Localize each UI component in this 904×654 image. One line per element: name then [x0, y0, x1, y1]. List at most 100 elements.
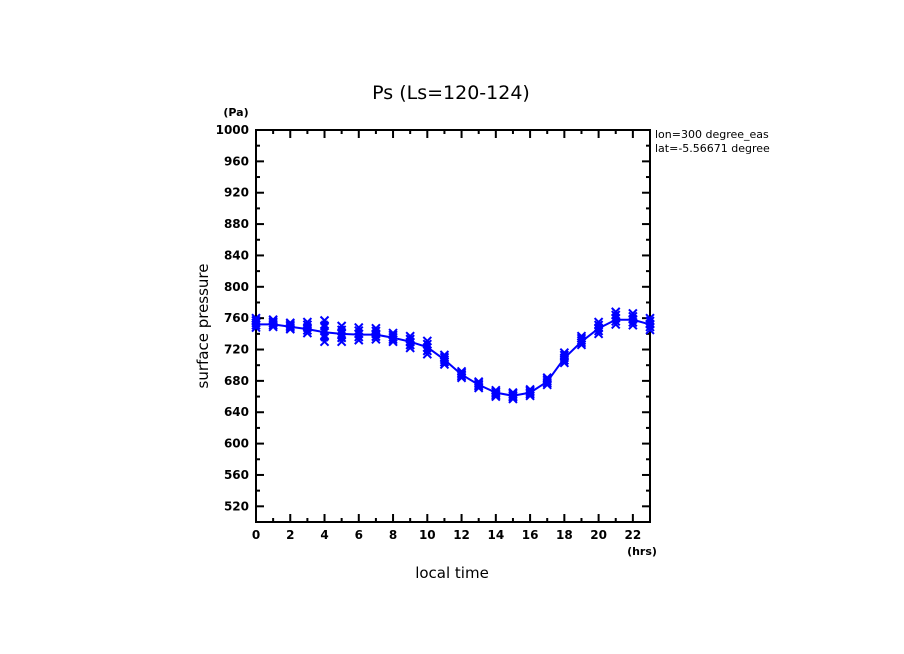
x-tick-label: 10 — [419, 528, 436, 542]
x-marker — [576, 337, 587, 348]
data-point-cluster — [405, 331, 415, 353]
x-tick-label: 20 — [590, 528, 607, 542]
x-marker — [285, 322, 295, 333]
x-marker — [439, 359, 450, 370]
annotation-lat: lat=-5.56671 degree — [655, 142, 770, 155]
chart-title: Ps (Ls=120-124) — [372, 82, 530, 104]
x-tick-label: 8 — [389, 528, 397, 542]
x-marker — [388, 336, 398, 347]
x-marker — [559, 358, 570, 368]
y-axis-unit: (Pa) — [223, 106, 248, 119]
annotation-lon: lon=300 degree_eas — [655, 128, 769, 141]
x-marker — [354, 335, 364, 345]
data-point-cluster — [576, 331, 587, 350]
x-marker — [388, 334, 398, 345]
x-marker — [628, 317, 638, 327]
x-marker — [336, 336, 347, 347]
x-axis-unit: (hrs) — [627, 545, 657, 558]
x-marker — [508, 392, 518, 403]
x-marker — [405, 340, 415, 350]
x-marker — [628, 320, 638, 330]
y-tick-label: 880 — [224, 217, 249, 231]
x-marker — [491, 388, 501, 399]
data-point-cluster — [371, 323, 381, 345]
x-marker — [542, 376, 552, 386]
x-marker — [268, 318, 278, 328]
x-marker — [285, 324, 295, 334]
x-marker — [439, 357, 450, 367]
x-tick-label: 14 — [487, 528, 504, 542]
x-marker — [611, 319, 621, 330]
plot-frame — [255, 129, 651, 523]
data-point-cluster — [593, 317, 604, 339]
x-marker — [645, 322, 655, 332]
x-marker — [491, 390, 501, 400]
y-tick-label: 640 — [224, 405, 249, 419]
x-marker — [422, 346, 433, 356]
data-point-cluster — [508, 387, 518, 404]
x-tick-label: 2 — [286, 528, 294, 542]
x-marker — [371, 331, 381, 342]
data-point-cluster — [388, 328, 398, 347]
x-marker — [302, 325, 313, 336]
x-marker — [611, 316, 621, 327]
data-point-cluster — [251, 313, 261, 333]
x-marker — [302, 328, 313, 338]
x-marker — [542, 380, 552, 390]
data-point-cluster — [302, 317, 313, 338]
x-marker — [559, 355, 570, 366]
x-marker — [405, 343, 415, 353]
x-marker — [285, 321, 295, 331]
data-point-cluster — [319, 315, 330, 347]
data-point-cluster — [473, 376, 484, 393]
x-marker — [508, 391, 518, 401]
data-point-cluster — [525, 384, 535, 401]
y-tick-label: 520 — [224, 499, 249, 513]
axes — [255, 129, 651, 523]
y-tick-label: 920 — [224, 186, 249, 200]
data-point-cluster — [422, 336, 433, 359]
x-marker — [456, 371, 467, 381]
y-tick-label: 760 — [224, 311, 249, 325]
x-tick-label: 4 — [320, 528, 328, 542]
x-tick-label: 6 — [355, 528, 363, 542]
y-tick-label: 720 — [224, 343, 249, 357]
data-point-cluster — [491, 385, 501, 402]
x-marker — [473, 380, 484, 390]
y-tick-labels: 520 560 600 640 680 720 760 800 840 880 920 960 1000 — [216, 123, 249, 513]
x-marker — [525, 389, 535, 399]
y-tick-label: 960 — [224, 154, 249, 168]
y-tick-label: 1000 — [216, 123, 249, 137]
x-marker — [593, 329, 604, 339]
data-point-cluster — [542, 373, 552, 390]
x-tick-label: 16 — [522, 528, 539, 542]
x-marker — [251, 320, 261, 330]
x-marker — [508, 394, 518, 404]
x-marker — [491, 391, 501, 402]
data-point-cluster — [285, 318, 295, 334]
x-marker — [268, 320, 278, 330]
data-point-cluster — [336, 321, 347, 347]
x-marker — [456, 369, 467, 380]
data-point-cluster — [628, 308, 638, 330]
y-tick-label: 560 — [224, 468, 249, 482]
x-marker — [576, 340, 587, 350]
y-tick-label: 800 — [224, 280, 249, 294]
x-marker — [593, 326, 604, 336]
y-tick-label: 600 — [224, 437, 249, 451]
y-tick-label: 840 — [224, 248, 249, 262]
x-marker — [268, 322, 278, 332]
data-point-cluster — [559, 347, 570, 368]
x-marker — [525, 387, 535, 398]
series-line — [256, 318, 651, 397]
x-marker — [473, 383, 484, 393]
x-marker — [319, 336, 330, 347]
y-axis-label: surface pressure — [194, 264, 212, 389]
x-tick-label: 18 — [556, 528, 573, 542]
data-point-cluster — [268, 315, 278, 332]
x-tick-labels: 0 2 4 6 8 10 12 14 16 18 20 22 — [252, 528, 641, 542]
x-marker — [525, 391, 535, 401]
data-point-cluster — [354, 322, 364, 345]
data-point-cluster — [611, 307, 621, 330]
